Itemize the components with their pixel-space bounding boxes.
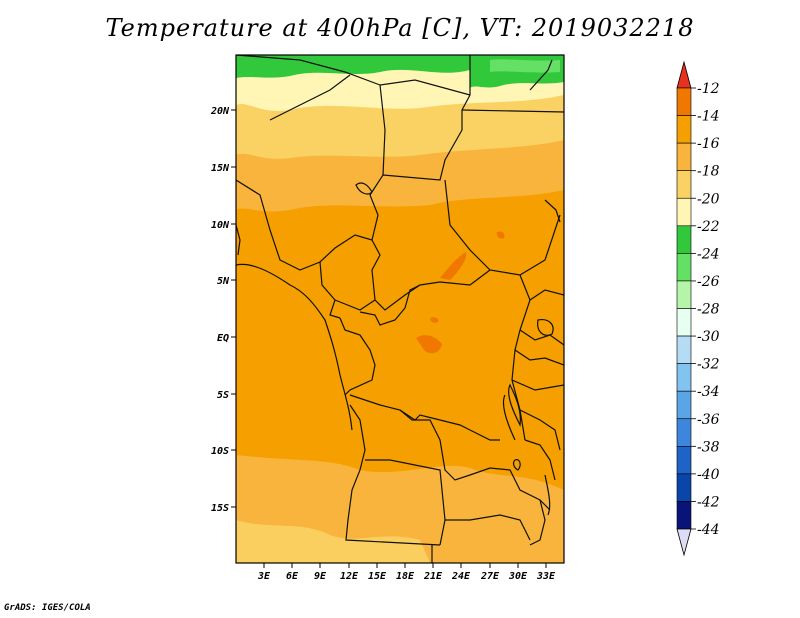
- colorbar-segment: [676, 446, 692, 475]
- colorbar-label: -44: [697, 522, 720, 538]
- colorbar-label: -30: [697, 329, 720, 345]
- country-borders: [236, 55, 564, 563]
- colorbar-segment: [676, 390, 692, 420]
- colorbar-label: -28: [697, 302, 720, 318]
- lat-label-20n: 20N: [210, 106, 230, 117]
- lon-label-12e: 12E: [340, 571, 359, 582]
- lon-label-6e: 6E: [286, 571, 299, 582]
- colorbar-label: -14: [697, 109, 720, 125]
- colorbar-segment: [676, 308, 692, 337]
- colorbar-label: -26: [697, 274, 720, 290]
- colorbar-label: -38: [697, 439, 720, 455]
- longitude-axis: 3E 6E 9E 12E 15E 18E 21E 24E 27E 30E 33E: [257, 563, 556, 582]
- colorbar-segment: [676, 280, 692, 309]
- lon-label-18e: 18E: [396, 571, 415, 582]
- colorbar-label: -22: [697, 219, 720, 235]
- colorbar-segment: [676, 142, 692, 171]
- latitude-axis: 20N 15N 10N 5N EQ 5S 10S 15S: [210, 106, 236, 514]
- colorbar: -12 -14 -16 -18 -20 -22 -24 -26 -28 -30 -32 -34 -36 -…: [676, 60, 720, 557]
- lat-label-15n: 15N: [211, 163, 230, 174]
- map-title: Temperature at 400hPa [C], VT: 201903221…: [105, 14, 695, 42]
- lat-label-10n: 10N: [211, 220, 230, 231]
- colorbar-bottom-arrow: [676, 528, 692, 557]
- colorbar-label: -24: [697, 246, 720, 262]
- lon-label-15e: 15E: [368, 571, 387, 582]
- lat-label-eq: EQ: [217, 333, 229, 344]
- colorbar-top-arrow: [676, 60, 692, 89]
- lat-label-5s: 5S: [217, 390, 229, 401]
- colorbar-segment: [676, 335, 692, 364]
- lon-label-30e: 30E: [508, 571, 528, 582]
- colorbar-segment: [676, 170, 692, 199]
- colorbar-label: -36: [697, 412, 720, 428]
- lat-label-15s: 15S: [211, 503, 229, 514]
- colorbar-segment: [676, 225, 692, 254]
- lon-label-27e: 27E: [480, 571, 500, 582]
- colorbar-label: -40: [697, 467, 720, 483]
- lon-label-33e: 33E: [536, 571, 556, 582]
- lon-label-3e: 3E: [257, 571, 271, 582]
- colorbar-label: -32: [697, 357, 720, 373]
- lat-label-5n: 5N: [217, 276, 230, 287]
- lat-label-10s: 10S: [211, 446, 229, 457]
- colorbar-segment: [676, 418, 692, 447]
- lon-label-9e: 9E: [314, 571, 327, 582]
- colorbar-segment: [676, 473, 692, 502]
- colorbar-label: -18: [697, 164, 720, 180]
- colorbar-label: -34: [697, 384, 720, 400]
- colorbar-segment: [676, 115, 692, 144]
- colorbar-segment: [676, 363, 692, 392]
- colorbar-label: -16: [697, 136, 720, 152]
- lon-label-21e: 21E: [423, 571, 443, 582]
- colorbar-label: -42: [697, 494, 720, 510]
- colorbar-segment: [676, 253, 692, 282]
- colorbar-label: -20: [697, 191, 720, 207]
- colorbar-segment: [676, 87, 692, 116]
- lon-label-24e: 24E: [451, 571, 471, 582]
- colorbar-label: -12: [697, 81, 720, 97]
- temperature-field: [236, 55, 564, 563]
- colorbar-segment: [676, 197, 692, 227]
- colorbar-segment: [676, 501, 692, 530]
- map-frame: [235, 54, 565, 564]
- grads-credit: GrADS: IGES/COLA: [4, 603, 91, 613]
